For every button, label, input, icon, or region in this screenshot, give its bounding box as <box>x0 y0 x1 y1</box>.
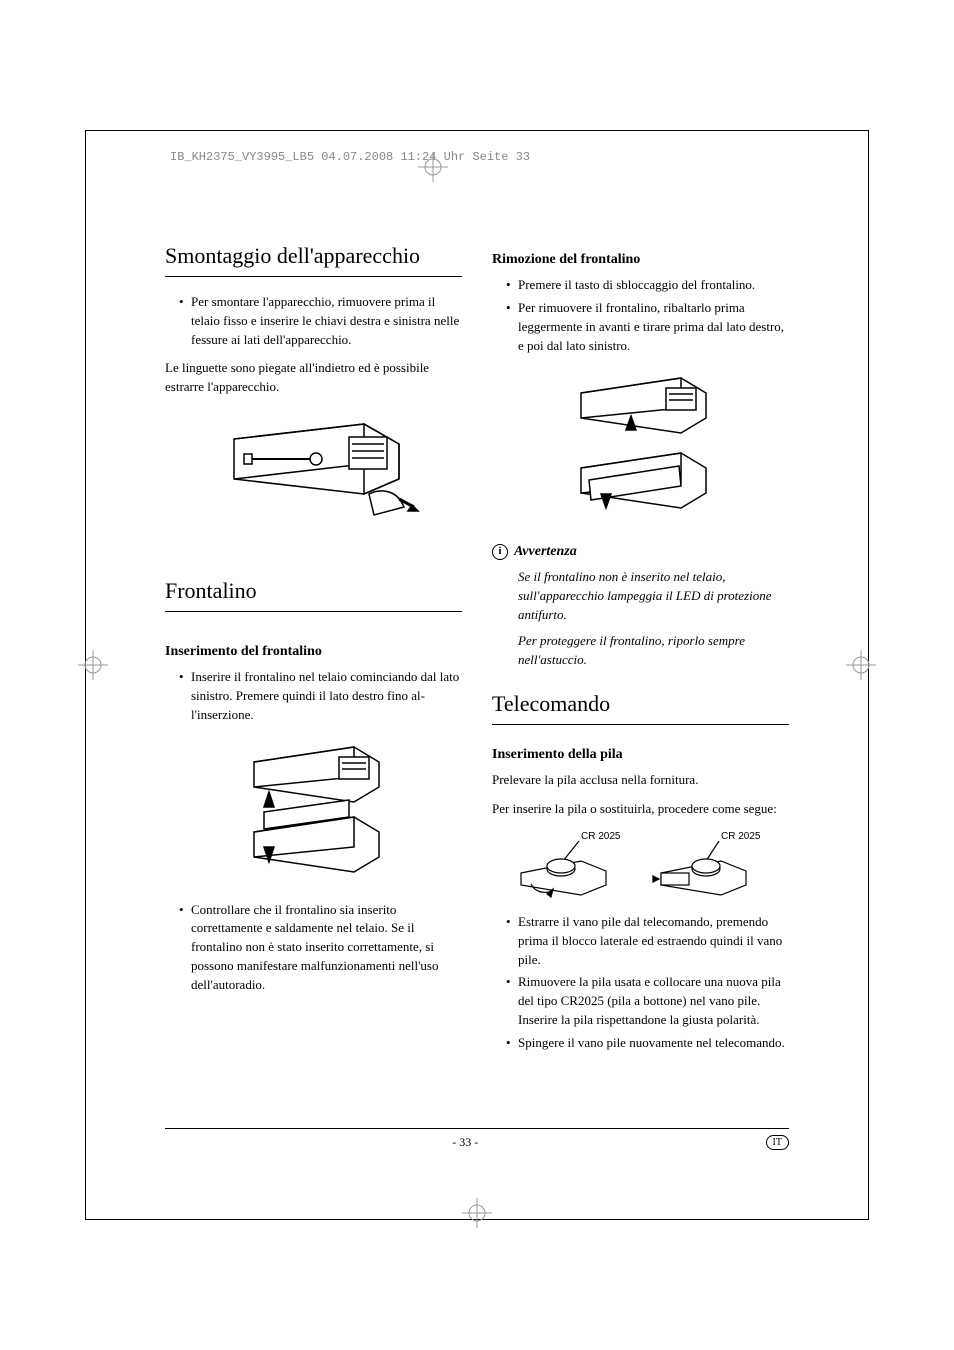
rimozione-bullets: Premere il tasto di sbloccaggio del fron… <box>492 276 789 355</box>
warning-text-2: Per proteggere il frontalino, riporlo se… <box>492 632 789 670</box>
section-title-telecomando: Telecomando <box>492 688 789 725</box>
inserimento-bullets: Inserire il frontalino nel telaio cominc… <box>165 668 462 725</box>
list-item: Estrarre il vano pile dal telecomando, p… <box>506 913 789 970</box>
warning-label: Avvertenza <box>514 542 577 562</box>
list-item: Inserire il frontalino nel telaio cominc… <box>179 668 462 725</box>
smontaggio-bullets: Per smontare l'apparecchio, rimuovere pr… <box>165 293 462 350</box>
pila-bullets: Estrarre il vano pile dal telecomando, p… <box>492 913 789 1053</box>
registration-mark-top <box>418 152 448 182</box>
figure-insert-panel <box>165 737 462 883</box>
list-item: Per smontare l'apparecchio, rimuovere pr… <box>179 293 462 350</box>
language-badge: IT <box>766 1135 789 1150</box>
list-item: Per rimuovere il frontalino, ribaltarlo … <box>506 299 789 356</box>
inserimento-bullets-2: Controllare che il frontalino sia inseri… <box>165 901 462 995</box>
subhead-inserimento-pila: Inserimento della pila <box>492 745 789 765</box>
registration-mark-right <box>846 650 876 680</box>
list-item: Premere il tasto di sbloccaggio del fron… <box>506 276 789 295</box>
battery-label: CR 2025 <box>721 831 761 842</box>
left-column: Smontaggio dell'apparecchio Per smontare… <box>165 240 462 1130</box>
section-title-frontalino: Frontalino <box>165 575 462 612</box>
warning-heading: i Avvertenza <box>492 542 789 562</box>
figure-removal-keys <box>165 409 462 525</box>
content-area: Smontaggio dell'apparecchio Per smontare… <box>165 240 789 1130</box>
header-slug: IB_KH2375_VY3995_LB5 04.07.2008 11:24 Uh… <box>170 150 530 164</box>
list-item: Controllare che il frontalino sia inseri… <box>179 901 462 995</box>
list-item: Rimuovere la pila usata e collocare una … <box>506 973 789 1030</box>
page-number: - 33 - <box>452 1135 478 1150</box>
info-icon: i <box>492 544 508 560</box>
figure-remove-panel <box>492 368 789 524</box>
pila-para-1: Prelevare la pila acclusa nella fornitur… <box>492 771 789 790</box>
figure-battery-row: CR 2025 CR 2025 <box>492 829 789 899</box>
right-column: Rimozione del frontalino Premere il tast… <box>492 240 789 1130</box>
list-item: Spingere il vano pile nuovamente nel tel… <box>506 1034 789 1053</box>
smontaggio-para: Le linguette sono piegate all'indietro e… <box>165 359 462 397</box>
subhead-inserimento-frontalino: Inserimento del frontalino <box>165 642 462 662</box>
page-footer: - 33 - IT <box>165 1128 789 1150</box>
battery-figure-1: CR 2025 <box>511 829 631 899</box>
section-title-smontaggio: Smontaggio dell'apparecchio <box>165 240 462 277</box>
battery-label: CR 2025 <box>581 831 621 842</box>
registration-mark-bottom <box>462 1198 492 1228</box>
subhead-rimozione-frontalino: Rimozione del frontalino <box>492 250 789 270</box>
battery-figure-2: CR 2025 <box>651 829 771 899</box>
registration-mark-left <box>78 650 108 680</box>
pila-para-2: Per inserire la pila o sostituirla, proc… <box>492 800 789 819</box>
warning-text-1: Se il frontalino non è inserito nel tela… <box>492 568 789 625</box>
